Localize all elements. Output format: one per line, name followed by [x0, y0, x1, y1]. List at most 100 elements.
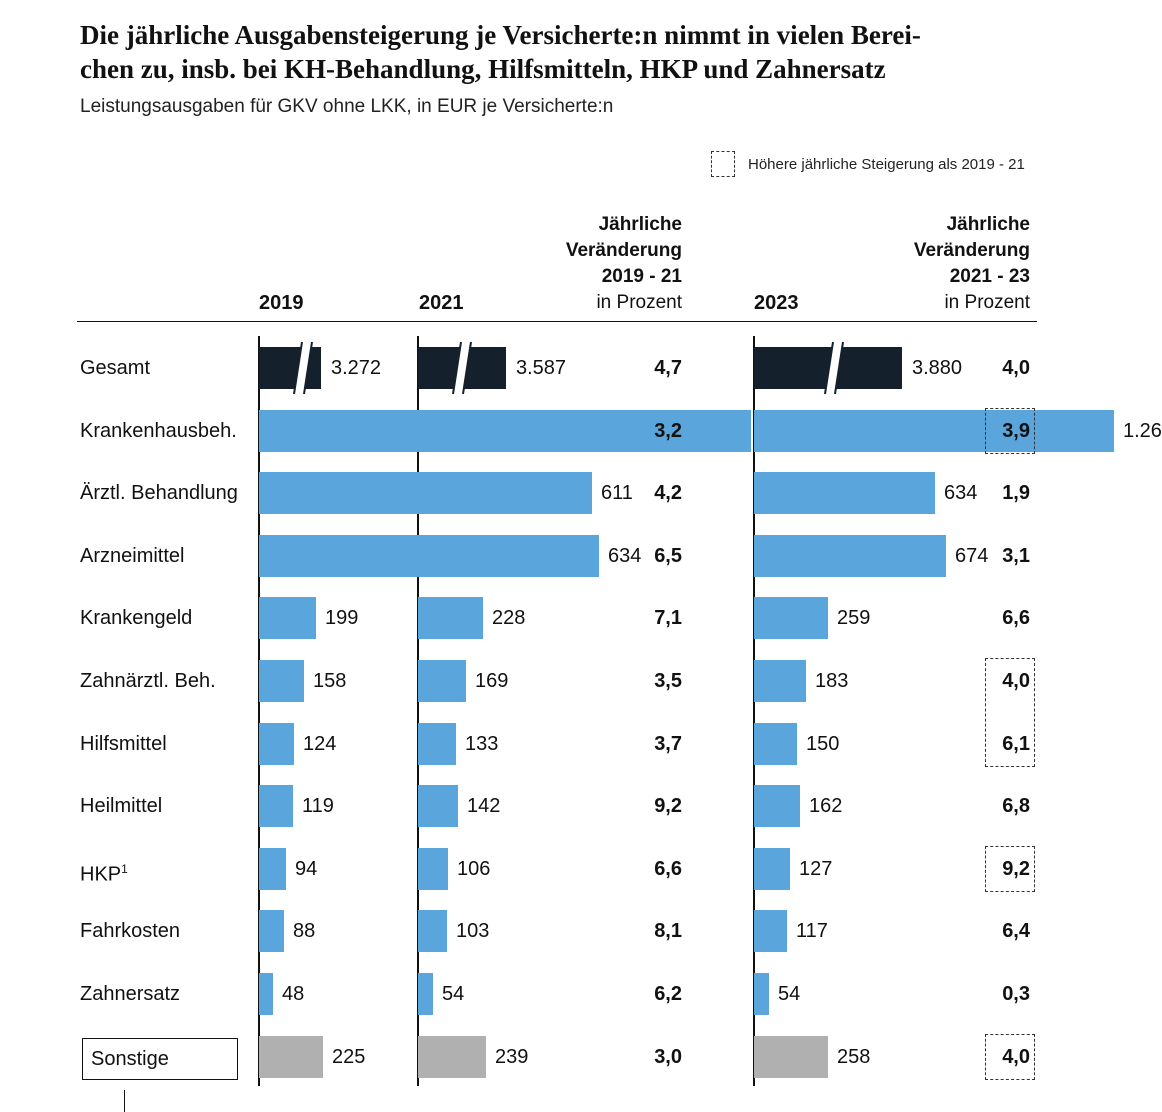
- change-2019-21-value: 4,7: [654, 357, 682, 379]
- bar-2023: [754, 660, 806, 702]
- header-change-2-line-4: in Prozent: [944, 292, 1030, 313]
- row-label-text: Krankengeld: [80, 607, 193, 629]
- header-change-2019-21: Jährliche Veränderung 2019 - 21 in Proze…: [520, 212, 682, 316]
- change-2021-23-value: 4,0: [1002, 357, 1030, 379]
- bar-2021: [418, 597, 483, 639]
- change-2021-23-value: 4,0: [1002, 670, 1030, 692]
- bar-2023: [754, 597, 828, 639]
- value-label-2019: 158: [313, 670, 347, 692]
- axis-break-icon: [293, 342, 313, 394]
- bar-2019: [259, 1036, 323, 1078]
- legend-text: Höhere jährliche Steigerung als 2019 - 2…: [748, 155, 1025, 173]
- row-label-text: Krankenhausbeh.: [80, 420, 237, 442]
- change-2019-21-value: 9,2: [654, 795, 682, 817]
- value-label-2019: 225: [332, 1046, 366, 1068]
- row-label-text: Gesamt: [80, 357, 151, 379]
- bar-2021: [418, 848, 448, 890]
- bar-2021: [418, 910, 447, 952]
- axis-line-2023: [753, 336, 755, 1086]
- bar-2019: [259, 723, 294, 765]
- row-label-text: Fahrkosten: [80, 920, 181, 942]
- header-year-2021: 2021: [419, 292, 464, 314]
- value-label-2021: 103: [456, 920, 490, 942]
- header-change-1-line-2: Veränderung: [565, 240, 682, 261]
- value-label-2019: 124: [303, 733, 337, 755]
- value-label-2023: 259: [837, 607, 871, 629]
- row-label: Krankenhausbeh.: [80, 411, 237, 451]
- header-change-1-line-1: Jährliche: [598, 214, 682, 235]
- higher-growth-highlight-box: [985, 658, 1035, 767]
- higher-growth-highlight-box: [985, 1034, 1035, 1080]
- change-2019-21-value: 8,1: [654, 920, 682, 942]
- row-label: Arzneimittel: [80, 536, 184, 576]
- value-label-2021: 228: [492, 607, 526, 629]
- value-label-2023: 3.880: [912, 357, 963, 379]
- value-label-2019: 119: [302, 795, 334, 817]
- bar-2021: [418, 723, 456, 765]
- bar-2019: [259, 910, 284, 952]
- bar-2021: [418, 472, 592, 514]
- bar-2019: [259, 597, 316, 639]
- bottom-tick-mark: [124, 1090, 125, 1112]
- legend: Höhere jährliche Steigerung als 2019 - 2…: [711, 150, 1025, 178]
- value-label-2021: 106: [457, 858, 491, 880]
- change-2019-21-value: 4,2: [654, 482, 682, 504]
- chart-title-line-2: chen zu, insb. bei KH-Behandlung, Hilfsm…: [80, 54, 886, 84]
- row-label: Krankengeld: [80, 598, 192, 638]
- axis-line-2021: [417, 336, 419, 1086]
- value-label-2021: 169: [475, 670, 509, 692]
- value-label-2019: 199: [325, 607, 359, 629]
- row-label: Gesamt: [80, 348, 150, 388]
- value-label-2023: 634: [944, 482, 978, 504]
- value-label-2023: 127: [799, 858, 833, 880]
- header-year-2023: 2023: [754, 292, 799, 314]
- bar-2019: [259, 848, 286, 890]
- bar-2019: [259, 660, 304, 702]
- bar-2023: [754, 848, 790, 890]
- value-label-2023: 674: [955, 545, 989, 567]
- header-year-2019: 2019: [259, 292, 304, 314]
- row-label-text: Sonstige: [91, 1048, 169, 1070]
- change-2019-21-value: 6,5: [654, 545, 682, 567]
- higher-growth-highlight-box: [985, 408, 1035, 454]
- value-label-2021: 634: [608, 545, 642, 567]
- legend-dashed-box-icon: [711, 151, 735, 177]
- row-label-text: Zahnersatz: [80, 983, 181, 1005]
- header-change-1-line-3: 2019 - 21: [601, 266, 682, 287]
- higher-growth-highlight-box: [985, 846, 1035, 892]
- row-label: Sonstige: [82, 1038, 238, 1080]
- change-2021-23-value: 3,9: [1002, 420, 1030, 442]
- change-2021-23-value: 0,3: [1002, 983, 1030, 1005]
- value-label-2023: 1.262: [1123, 420, 1162, 442]
- row-label: Zahnärztl. Beh.: [80, 661, 216, 701]
- row-label: Hilfsmittel: [80, 724, 167, 764]
- header-change-2-line-1: Jährliche: [946, 214, 1030, 235]
- bar-2023: [754, 723, 797, 765]
- change-2019-21-value: 6,6: [654, 858, 682, 880]
- bar-2021: [418, 785, 458, 827]
- row-label: Ärztl. Behandlung: [80, 473, 238, 513]
- value-label-2019: 3.272: [331, 357, 382, 379]
- change-2019-21-value: 7,1: [654, 607, 682, 629]
- row-label-text: Heilmittel: [80, 795, 163, 817]
- value-label-2023: 117: [796, 920, 828, 942]
- value-label-2021: 239: [495, 1046, 529, 1068]
- value-label-2023: 54: [778, 983, 801, 1005]
- bar-2023: [754, 472, 935, 514]
- change-2019-21-value: 3,5: [654, 670, 682, 692]
- change-2021-23-value: 6,1: [1002, 733, 1030, 755]
- value-label-2019: 88: [293, 920, 316, 942]
- chart-title-line-1: Die jährliche Ausgabensteigerung je Vers…: [80, 20, 921, 50]
- axis-break-icon: [824, 342, 844, 394]
- axis-line-2019: [258, 336, 260, 1086]
- header-change-2-line-3: 2021 - 23: [949, 266, 1030, 287]
- bar-2021: [418, 410, 751, 452]
- bar-2023: [754, 1036, 828, 1078]
- change-2019-21-value: 3,7: [654, 733, 682, 755]
- header-rule: [77, 321, 1037, 322]
- value-label-2023: 258: [837, 1046, 871, 1068]
- bar-2019: [259, 973, 273, 1015]
- value-label-2023: 183: [815, 670, 849, 692]
- axis-break-icon: [452, 342, 472, 394]
- change-2021-23-value: 6,4: [1002, 920, 1030, 942]
